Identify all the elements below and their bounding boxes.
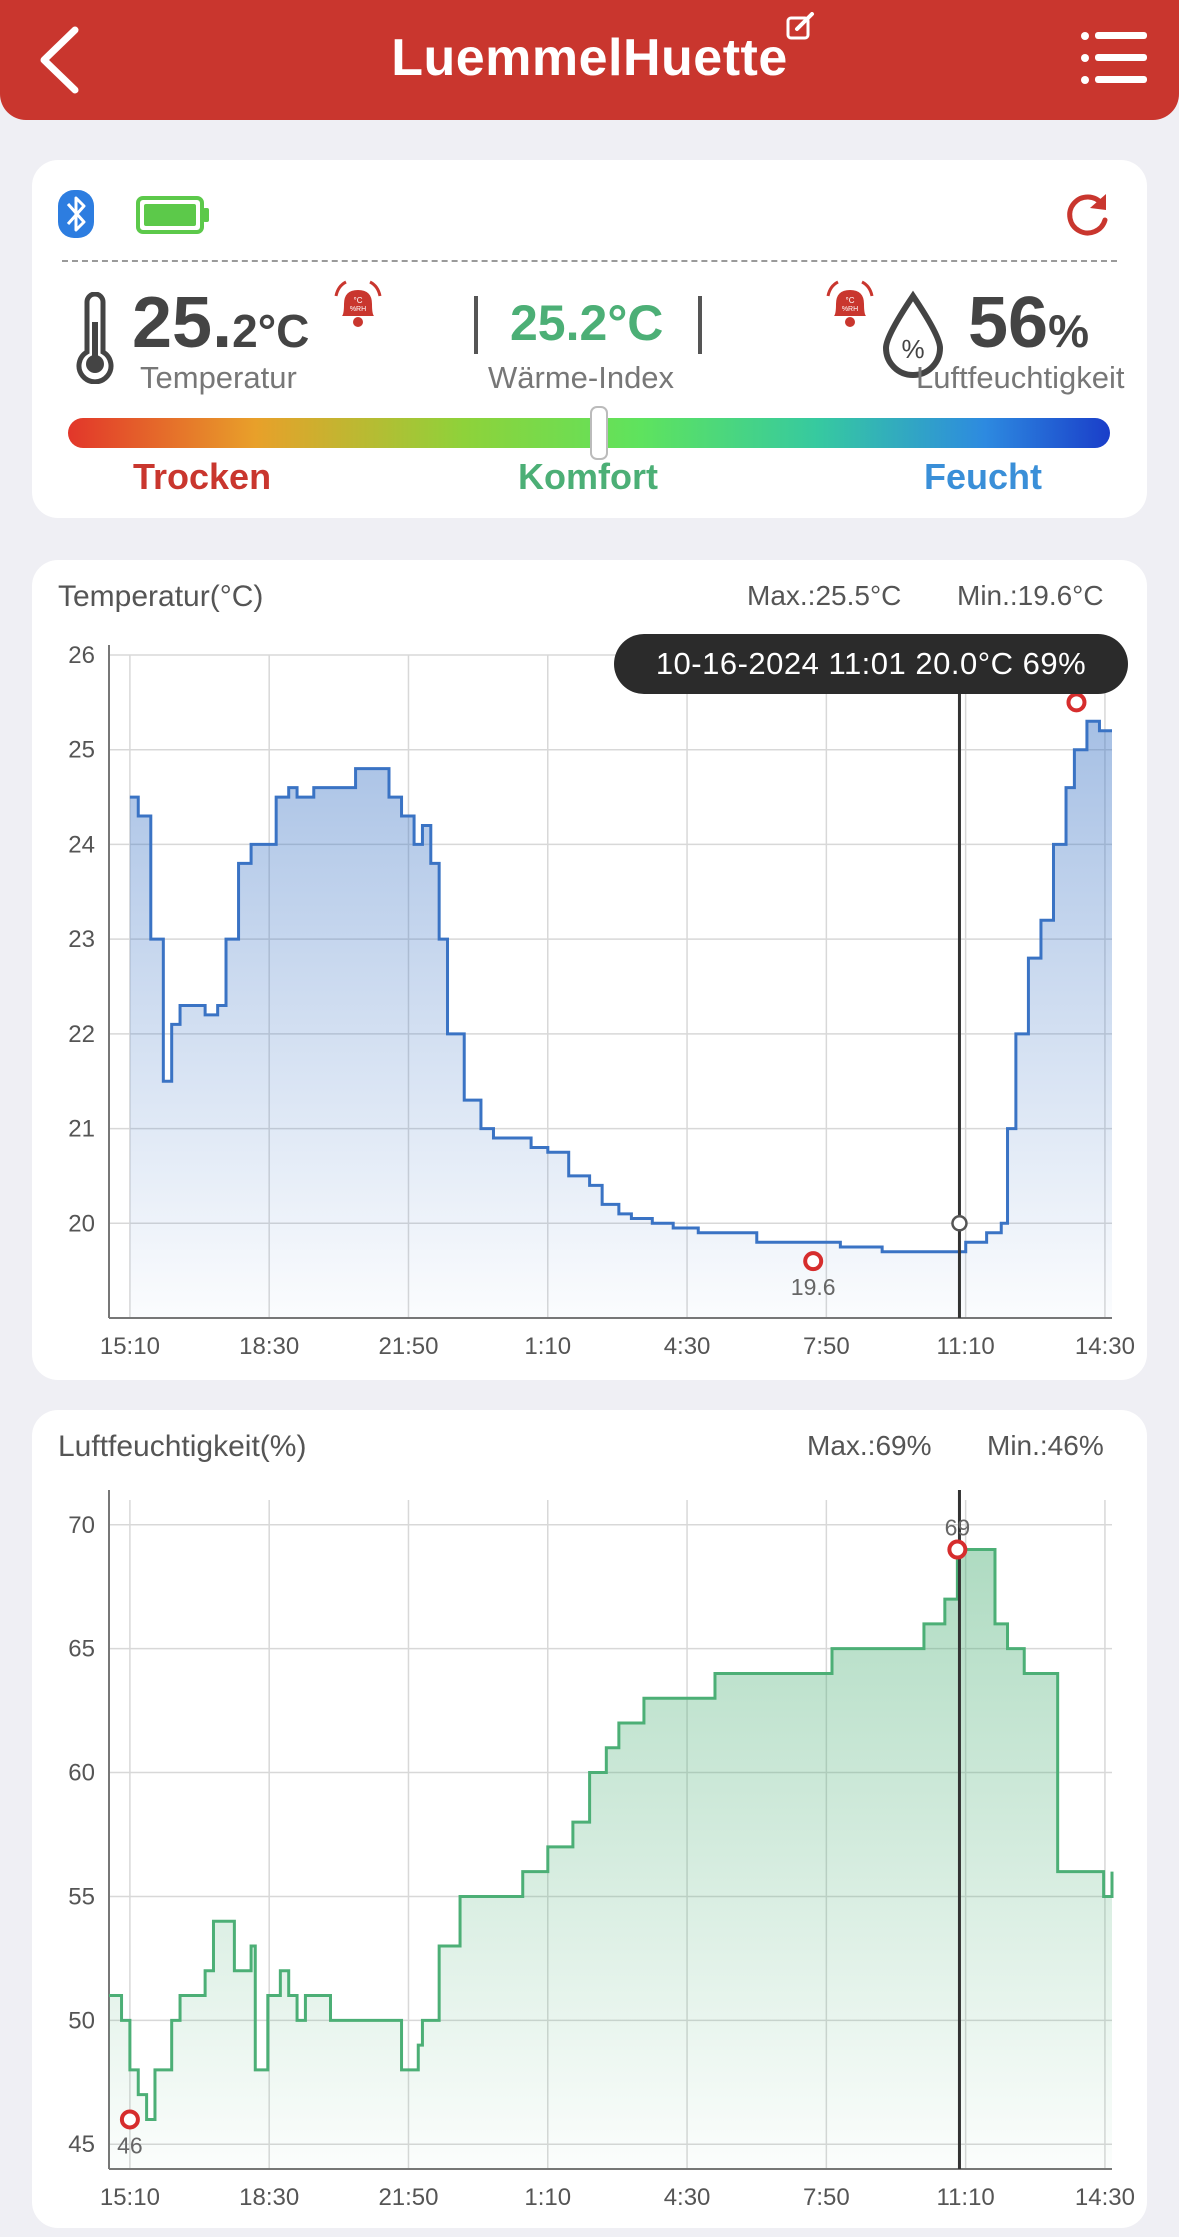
y-tick-label: 45	[68, 2131, 95, 2158]
comfort-gradient-bar	[68, 418, 1110, 448]
status-card: 25.2°C Temperatur °C %RH 25.2°C Wärme-In…	[32, 160, 1147, 518]
max-label: Max.:25.5°C	[747, 580, 902, 611]
zone-comfort-label: Komfort	[518, 456, 658, 497]
chart-title: Luftfeuchtigkeit(%)	[58, 1430, 307, 1463]
cursor-point-marker	[951, 1215, 968, 1232]
humidity-value: 56%	[968, 283, 1089, 363]
x-tick-label: 7:50	[803, 2184, 850, 2211]
chevron-left-icon	[40, 26, 79, 94]
min-label: Min.:46%	[987, 1430, 1104, 1461]
svg-text:%RH: %RH	[842, 306, 858, 313]
y-tick-label: 26	[68, 642, 95, 669]
temperature-chart-card[interactable]: Temperatur(°C) Max.:25.5°C Min.:19.6°C 2…	[32, 560, 1147, 1380]
y-tick-label: 55	[68, 1883, 95, 1910]
heat-index-value: 25.2°C	[510, 295, 664, 351]
y-tick-label: 65	[68, 1636, 95, 1663]
svg-text:%: %	[901, 334, 924, 364]
svg-text:°C: °C	[846, 296, 855, 305]
x-tick-label: 18:30	[239, 2184, 299, 2211]
y-tick-label: 25	[68, 737, 95, 764]
humidity-alarm-icon[interactable]: °C %RH	[824, 278, 876, 330]
temperature-value: 25.2°C	[132, 283, 310, 363]
y-tick-label: 70	[68, 1512, 95, 1539]
max-label: Max.:69%	[807, 1430, 932, 1461]
max-point-marker	[947, 1539, 968, 1560]
svg-text:%RH: %RH	[350, 306, 366, 313]
battery-full-icon	[136, 196, 209, 234]
humidity-label: Luftfeuchtigkeit	[916, 360, 1125, 395]
x-tick-label: 18:30	[239, 1333, 299, 1360]
y-tick-label: 22	[68, 1021, 95, 1048]
y-tick-label: 50	[68, 2007, 95, 2034]
back-button[interactable]	[30, 22, 100, 98]
y-tick-label: 20	[68, 1210, 95, 1237]
max-point-marker	[1066, 692, 1087, 713]
x-tick-label: 21:50	[378, 1333, 438, 1360]
temperature-chart[interactable]: 20 21 22 23 24 25 26 15:10 18:30 21:50 1:10 4:30 7:5…	[32, 560, 1147, 1380]
y-tick-label: 24	[68, 831, 95, 858]
x-tick-label: 4:30	[664, 2184, 711, 2211]
x-tick-label: 15:10	[100, 2184, 160, 2211]
x-tick-label: 14:30	[1075, 2184, 1135, 2211]
heat-index-label: Wärme-Index	[488, 360, 675, 395]
zone-wet-label: Feucht	[924, 456, 1043, 497]
droplet-percent-icon: %	[882, 290, 944, 378]
refresh-icon[interactable]	[1062, 190, 1112, 240]
min-point-marker	[119, 2109, 140, 2130]
temperature-label: Temperatur	[140, 360, 297, 395]
min-point-label: 19.6	[791, 1274, 836, 1300]
chart-tooltip: 10-16-2024 11:01 20.0°C 69%	[614, 634, 1128, 694]
divider	[62, 260, 1117, 262]
max-point-label: 69	[945, 1515, 971, 1541]
x-tick-label: 11:10	[937, 2184, 995, 2211]
x-tick-label: 11:10	[937, 1333, 995, 1360]
y-tick-label: 60	[68, 1760, 95, 1787]
device-title[interactable]: LuemmelHuette	[391, 29, 788, 87]
min-point-marker	[803, 1251, 824, 1272]
y-tick-label: 23	[68, 926, 95, 953]
chart-title: Temperatur(°C)	[58, 580, 264, 613]
x-tick-label: 4:30	[664, 1333, 711, 1360]
svg-text:°C: °C	[354, 296, 363, 305]
temperature-alarm-icon[interactable]: °C %RH	[332, 278, 384, 330]
list-menu-icon	[1081, 32, 1147, 84]
bluetooth-icon	[58, 190, 94, 238]
app-header: LuemmelHuette	[0, 0, 1179, 120]
min-label: Min.:19.6°C	[957, 580, 1104, 611]
y-tick-label: 21	[68, 1116, 95, 1143]
x-tick-label: 21:50	[378, 2184, 438, 2211]
edit-icon[interactable]	[785, 12, 815, 42]
humidity-chart-card[interactable]: Luftfeuchtigkeit(%) Max.:69% Min.:46% 45…	[32, 1410, 1147, 2228]
x-tick-label: 1:10	[524, 1333, 571, 1360]
x-tick-label: 15:10	[100, 1333, 160, 1360]
series-area	[109, 1549, 1112, 2169]
thermometer-icon	[76, 292, 114, 384]
comfort-indicator	[590, 406, 609, 460]
menu-button[interactable]	[1079, 28, 1149, 88]
min-point-label: 46	[117, 2132, 143, 2158]
x-tick-label: 1:10	[524, 2184, 571, 2211]
x-tick-label: 7:50	[803, 1333, 850, 1360]
separator	[474, 296, 478, 354]
zone-dry-label: Trocken	[133, 456, 272, 497]
x-tick-label: 14:30	[1075, 1333, 1135, 1360]
humidity-chart[interactable]: 45 50 55 60 65 70 15:10 18:30 21:50 1:10 4:30 7:50 1…	[32, 1410, 1147, 2228]
series-line	[129, 719, 1112, 1254]
separator	[698, 296, 702, 354]
series-area	[129, 721, 1112, 1318]
series-line	[109, 1548, 1114, 2121]
